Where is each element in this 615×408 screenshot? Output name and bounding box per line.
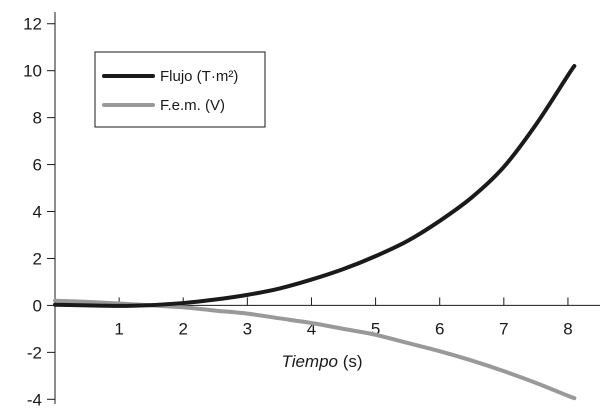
- y-tick-label: 2: [33, 249, 42, 268]
- series-line-flujo: [53, 63, 577, 308]
- legend-label-fem: F.e.m. (V): [160, 97, 225, 114]
- x-tick-label: 1: [114, 319, 123, 338]
- y-tick-label: -4: [27, 390, 42, 408]
- y-tick-label: 6: [33, 156, 42, 175]
- x-tick-label: 4: [307, 319, 316, 338]
- x-tick-label: 3: [243, 319, 252, 338]
- legend: Flujo (T·m²) F.e.m. (V): [94, 51, 266, 128]
- y-tick-label: 12: [23, 15, 42, 34]
- x-axis-label-unit: (s): [338, 352, 363, 371]
- series-line-fem: [53, 298, 577, 401]
- legend-label-flujo: Flujo (T·m²): [160, 68, 238, 85]
- y-tick-label: 4: [33, 203, 42, 222]
- series-layer: [53, 63, 577, 401]
- legend-box: [94, 51, 266, 128]
- x-axis-label-italic: Tiempo: [281, 352, 338, 371]
- y-tick-label: 10: [23, 62, 42, 81]
- x-tick-label: 7: [499, 319, 508, 338]
- y-tick-label: -2: [27, 343, 42, 362]
- y-tick-label: 0: [33, 296, 42, 315]
- x-tick-label: 6: [435, 319, 444, 338]
- x-axis-label: Tiempo (s): [281, 352, 362, 371]
- x-tick-label: 2: [179, 319, 188, 338]
- x-tick-label: 8: [563, 319, 572, 338]
- x-tick-label: 5: [371, 319, 380, 338]
- y-tick-label: 8: [33, 109, 42, 128]
